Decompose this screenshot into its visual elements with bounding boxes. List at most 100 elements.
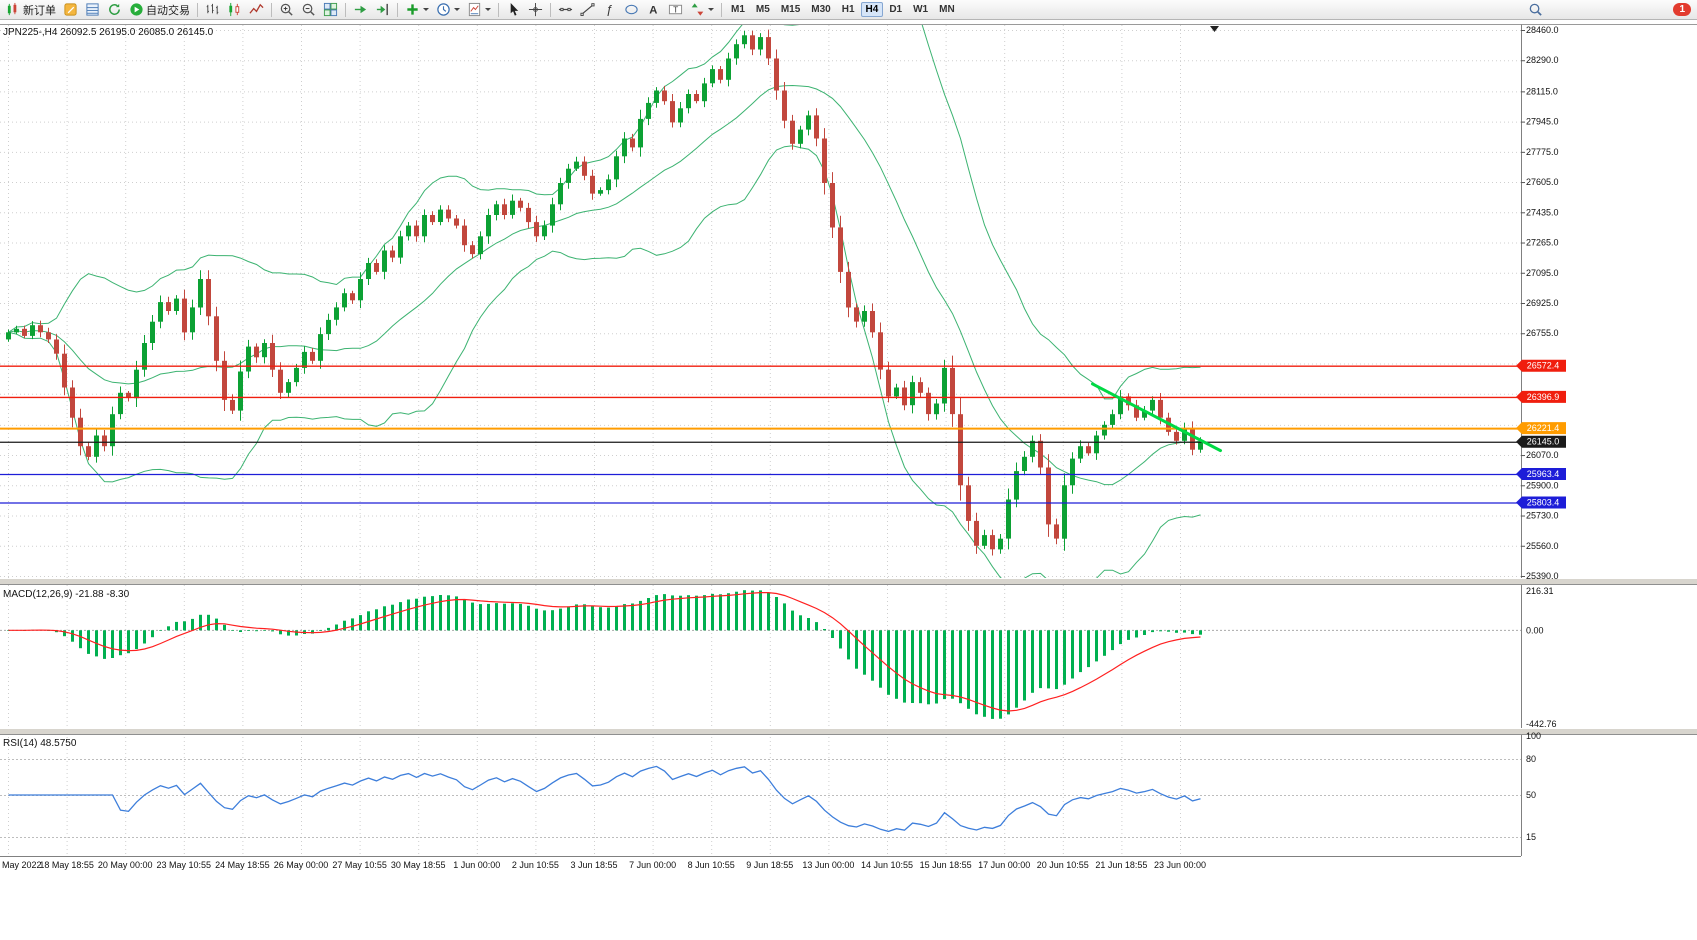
- time-label: 17 Jun 00:00: [978, 860, 1030, 870]
- crosshair-icon: [528, 2, 543, 17]
- rsi-axis-50: 50: [1526, 790, 1536, 800]
- price-tick-label: 28115.0: [1526, 86, 1558, 96]
- price-badge-26572.4: 26572.4: [1516, 359, 1566, 372]
- time-label: 3 Jun 18:55: [570, 860, 617, 870]
- autotrading-button-label: 自动交易: [146, 4, 190, 17]
- metaeditor-button[interactable]: [60, 1, 81, 18]
- macd-axis-zero: 0.00: [1526, 625, 1544, 635]
- price-tick-label: 28460.0: [1526, 25, 1559, 35]
- timeframe-MN[interactable]: MN: [934, 2, 960, 17]
- trendline-button[interactable]: [577, 1, 598, 18]
- refresh-icon: [107, 2, 122, 17]
- price-axis: 28460.0 28290.0 28115.0 27945.0 27775.0 27605…: [1521, 25, 1559, 581]
- shapes-icon: [624, 2, 639, 17]
- candles: [6, 29, 1203, 556]
- price-tick-label: 25390.0: [1526, 571, 1559, 581]
- zoom-out-button[interactable]: [298, 1, 319, 18]
- templates-button[interactable]: [464, 1, 494, 18]
- timeframe-D1[interactable]: D1: [884, 2, 907, 17]
- price-chart[interactable]: 28460.0 28290.0 28115.0 27945.0 27775.0 27605…: [0, 20, 1697, 940]
- trendline[interactable]: [1091, 382, 1222, 453]
- price-badge-25963.4: 25963.4: [1516, 468, 1566, 481]
- price-tick-label: 27945.0: [1526, 117, 1559, 127]
- new-order-button[interactable]: 新订单: [3, 1, 59, 18]
- time-label: 21 Jun 18:55: [1095, 860, 1147, 870]
- rsi-axis-15: 15: [1526, 832, 1536, 842]
- autotrading-button[interactable]: 自动交易: [126, 1, 193, 18]
- arrows-button[interactable]: [687, 1, 717, 18]
- chart-shift-marker[interactable]: [1210, 26, 1219, 32]
- refresh-button[interactable]: [104, 1, 125, 18]
- toolbar-separator: [271, 2, 272, 17]
- time-label: 23 May 10:55: [157, 860, 212, 870]
- price-tick-label: 27775.0: [1526, 147, 1559, 157]
- tile-windows-button[interactable]: [320, 1, 341, 18]
- timeframe-H4[interactable]: H4: [860, 2, 884, 17]
- label-icon: T: [668, 2, 683, 17]
- line-chart-button[interactable]: [246, 1, 267, 18]
- time-label: 13 Jun 00:00: [802, 860, 854, 870]
- horizontal-line-button[interactable]: [555, 1, 576, 18]
- time-label: 27 May 10:55: [332, 860, 387, 870]
- time-label: May 2022: [2, 860, 42, 870]
- time-label: 20 May 00:00: [98, 860, 153, 870]
- price-tick-label: 27435.0: [1526, 207, 1559, 217]
- price-tick-label: 27095.0: [1526, 268, 1559, 278]
- search-button[interactable]: [1525, 1, 1546, 18]
- toolbar-separator: [721, 2, 722, 17]
- timeframe-M1[interactable]: M1: [726, 2, 750, 17]
- price-tick-label: 25730.0: [1526, 511, 1559, 521]
- fibonacci-button[interactable]: ƒ: [599, 1, 620, 18]
- arrows-icon: [690, 2, 705, 17]
- price-badge-25803.4: 25803.4: [1516, 496, 1566, 509]
- zoom-in-icon: [279, 2, 294, 17]
- price-tick-label: 28290.0: [1526, 55, 1559, 65]
- price-tick-label: 27605.0: [1526, 177, 1559, 187]
- panel-separator[interactable]: [0, 728, 1697, 735]
- market-watch-button[interactable]: [82, 1, 103, 18]
- bar-chart-button[interactable]: [202, 1, 223, 18]
- time-label: 14 Jun 10:55: [861, 860, 913, 870]
- label-button[interactable]: T: [665, 1, 686, 18]
- timeframe-H1[interactable]: H1: [837, 2, 860, 17]
- hline-icon: [558, 2, 573, 17]
- rsi-axis-100: 100: [1526, 731, 1541, 741]
- svg-text:A: A: [649, 5, 657, 17]
- crosshair-button[interactable]: [525, 1, 546, 18]
- caret-down-icon: [423, 8, 429, 11]
- svg-text:26145.0: 26145.0: [1527, 437, 1560, 447]
- svg-text:25963.4: 25963.4: [1527, 469, 1560, 479]
- chart-shift-button[interactable]: [372, 1, 393, 18]
- metaeditor-icon: [63, 2, 78, 17]
- notification-badge[interactable]: 1: [1673, 3, 1691, 16]
- candlestick-chart-button[interactable]: [224, 1, 245, 18]
- price-tick-label: 27265.0: [1526, 238, 1559, 248]
- market-watch-icon: [85, 2, 100, 17]
- timeframe-M30[interactable]: M30: [806, 2, 835, 17]
- fibo-icon: ƒ: [602, 2, 617, 17]
- price-tick-label: 26755.0: [1526, 328, 1559, 338]
- macd-signal-line: [8, 592, 1201, 712]
- shapes-button[interactable]: [621, 1, 642, 18]
- chart-candles-icon: [227, 2, 242, 17]
- time-label: 1 Jun 00:00: [453, 860, 500, 870]
- time-label: 24 May 18:55: [215, 860, 270, 870]
- timeframe-M15[interactable]: M15: [776, 2, 805, 17]
- price-tick-label: 25560.0: [1526, 541, 1559, 551]
- indicators-button[interactable]: [402, 1, 432, 18]
- time-label: 9 Jun 18:55: [746, 860, 793, 870]
- time-label: 26 May 00:00: [274, 860, 329, 870]
- macd-histogram: [7, 590, 1202, 719]
- timeframe-W1[interactable]: W1: [908, 2, 933, 17]
- text-button[interactable]: A: [643, 1, 664, 18]
- rsi-header: RSI(14) 48.5750: [3, 738, 77, 749]
- periods-button[interactable]: [433, 1, 463, 18]
- price-tick-label: 26070.0: [1526, 450, 1559, 460]
- auto-scroll-button[interactable]: [350, 1, 371, 18]
- panel-separator[interactable]: [0, 578, 1697, 585]
- cursor-button[interactable]: [503, 1, 524, 18]
- timeframe-M5[interactable]: M5: [751, 2, 775, 17]
- new-order-button-label: 新订单: [23, 4, 56, 17]
- zoom-in-button[interactable]: [276, 1, 297, 18]
